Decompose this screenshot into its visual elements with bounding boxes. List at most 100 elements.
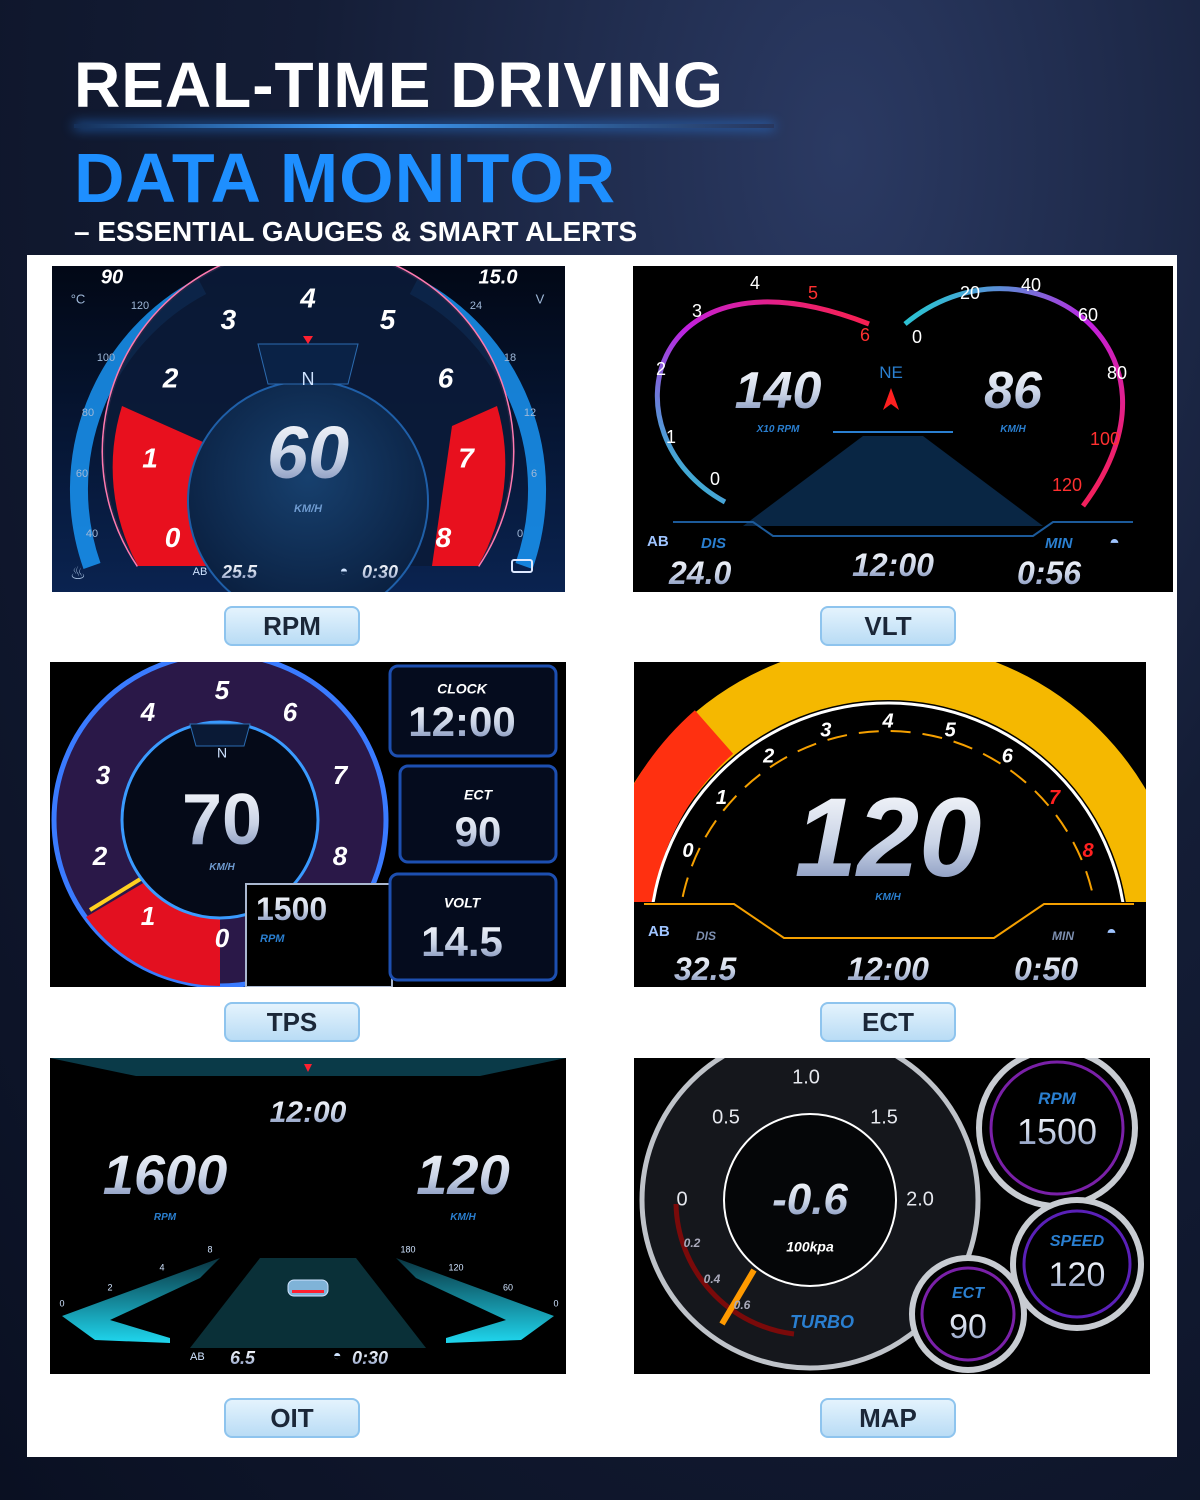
trip-ab-icon: AB — [190, 1351, 205, 1363]
speed-arc — [903, 286, 1125, 508]
speed-tick: 40 — [1021, 275, 1041, 295]
dial-tick-label: 0 — [215, 923, 230, 953]
ect-mini-value: 90 — [949, 1308, 987, 1346]
dial-tick-label: 5 — [945, 719, 957, 741]
drive-time: 0:30 — [362, 562, 398, 582]
clock: 12:00 — [852, 547, 934, 583]
volt-tick: 0 — [517, 528, 523, 540]
volt-unit: V — [536, 291, 545, 306]
dial-tick-label: 8 — [333, 841, 348, 871]
dis-label: DIS — [701, 535, 726, 552]
rpm-box — [245, 883, 393, 987]
min-value: 0:56 — [1017, 555, 1081, 591]
ect-mini-label: ECT — [952, 1285, 985, 1302]
road-graphic — [743, 436, 1043, 526]
dial-tick-label: 1 — [142, 442, 158, 473]
speed-tick: 80 — [1107, 363, 1127, 383]
temp-unit: °C — [71, 291, 86, 306]
dial-tick-label: 3 — [221, 304, 237, 335]
clock-card — [388, 664, 558, 758]
volt-tick: 24 — [470, 300, 482, 312]
coolant-icon: ♨ — [70, 563, 86, 583]
major-tick: 0 — [676, 1188, 687, 1210]
volt-tick: 6 — [531, 468, 537, 480]
dial-tick-label: 7 — [333, 760, 349, 790]
compass-heading: N — [217, 745, 227, 761]
minor-tick: 0.2 — [684, 1236, 701, 1250]
volt-card — [388, 872, 558, 982]
speed-value: 70 — [182, 780, 262, 860]
rpm-tick: 8 — [207, 1244, 212, 1254]
page-title-line1: REAL-TIME DRIVING — [74, 49, 724, 121]
compass-heading: N — [302, 369, 315, 389]
volt-max: 15.0 — [479, 266, 518, 288]
dial-tick-label: 5 — [215, 675, 230, 705]
road-graphic — [190, 1258, 426, 1348]
clock: 12:00 — [847, 951, 929, 987]
map-label: MAP — [820, 1398, 956, 1438]
trip-ab-icon: AB — [647, 533, 669, 550]
inner-dial — [120, 720, 320, 920]
rpm-unit: RPM — [154, 1212, 177, 1223]
vlt-gauge-screen: 0 1 2 3 4 5 6 0 20 40 60 80 100 120 140 … — [633, 266, 1173, 592]
dial-tick-label: 2 — [162, 363, 179, 394]
min-label: MIN — [1045, 535, 1074, 552]
dial-tick-label: 8 — [1083, 840, 1095, 862]
rpm-gauge-screen: N 0 1 2 3 4 5 6 7 8 90 °C 40 60 80 100 1… — [52, 266, 565, 592]
title-divider-glow — [74, 124, 774, 128]
dial-tick-label: 7 — [458, 442, 475, 473]
dis-label: DIS — [696, 929, 716, 943]
ect-label: ECT — [464, 787, 493, 803]
dial-tick-label: 1 — [716, 787, 727, 809]
dial-tick-label: 4 — [299, 282, 316, 313]
trip-distance: 25.5 — [221, 562, 258, 582]
dial-tick-label: 2 — [92, 841, 108, 871]
volt-value: 14.5 — [421, 918, 503, 965]
rpm-tick: 4 — [159, 1262, 164, 1272]
trip-ab-icon: AB — [193, 566, 208, 578]
red-band — [634, 710, 734, 907]
dial-tick-label: 6 — [283, 697, 298, 727]
battery-icon — [511, 559, 533, 573]
rpm-mini-gauge: RPM 1500 — [976, 1058, 1138, 1209]
rpm-value: 1500 — [256, 891, 327, 927]
trip-ab-icon: AB — [648, 923, 670, 940]
volt-tick: 18 — [504, 352, 516, 364]
speed-value: 120 — [416, 1143, 509, 1206]
speed-tick: 60 — [503, 1282, 513, 1292]
ect-label: ECT — [820, 1002, 956, 1042]
speed-bar — [396, 1258, 554, 1343]
tps-label: TPS — [224, 1002, 360, 1042]
speed-mini-label: SPEED — [1050, 1233, 1105, 1250]
rpm-mini-value: 1500 — [1017, 1111, 1097, 1152]
volt-ticks: 0 6 12 18 24 — [470, 300, 537, 540]
speed-value: 60 — [267, 411, 349, 494]
rpm-tick: 0 — [710, 469, 720, 489]
dial-tick-label: 6 — [1002, 746, 1014, 768]
volt-label: VOLT — [444, 895, 482, 911]
dial-tick-label: 3 — [820, 719, 831, 741]
dial-tick-label: 3 — [96, 760, 111, 790]
center-window — [723, 1113, 897, 1287]
rpm-tick: 3 — [692, 301, 702, 321]
compass-marker-icon — [303, 336, 313, 344]
speed-unit: KM/H — [294, 503, 323, 515]
clock-label: CLOCK — [437, 681, 488, 697]
dial-tick-label: 0 — [682, 840, 693, 862]
temp-tick: 40 — [86, 528, 98, 540]
temp-tick: 100 — [97, 352, 115, 364]
min-value: 0:50 — [1014, 951, 1078, 987]
ect-gauge-screen: 0 1 2 3 4 5 6 7 8 120 KM/H AB DIS 32.5 1… — [634, 662, 1146, 987]
major-tick: 0.5 — [712, 1106, 740, 1128]
rpm-label: RPM — [224, 606, 360, 646]
timer-icon: ◓ — [1109, 532, 1120, 552]
speed-tick: 60 — [1078, 305, 1098, 325]
boost-unit: 100kpa — [786, 1239, 834, 1255]
speed-tick: 0 — [912, 327, 922, 347]
dial-tick-label: 5 — [380, 304, 396, 335]
clock: 12:00 — [270, 1096, 347, 1129]
dial-tick-label: 0 — [165, 522, 181, 553]
speed-unit: KM/H — [875, 892, 901, 903]
vlt-label: VLT — [820, 606, 956, 646]
timer-icon: ◓ — [340, 563, 348, 579]
